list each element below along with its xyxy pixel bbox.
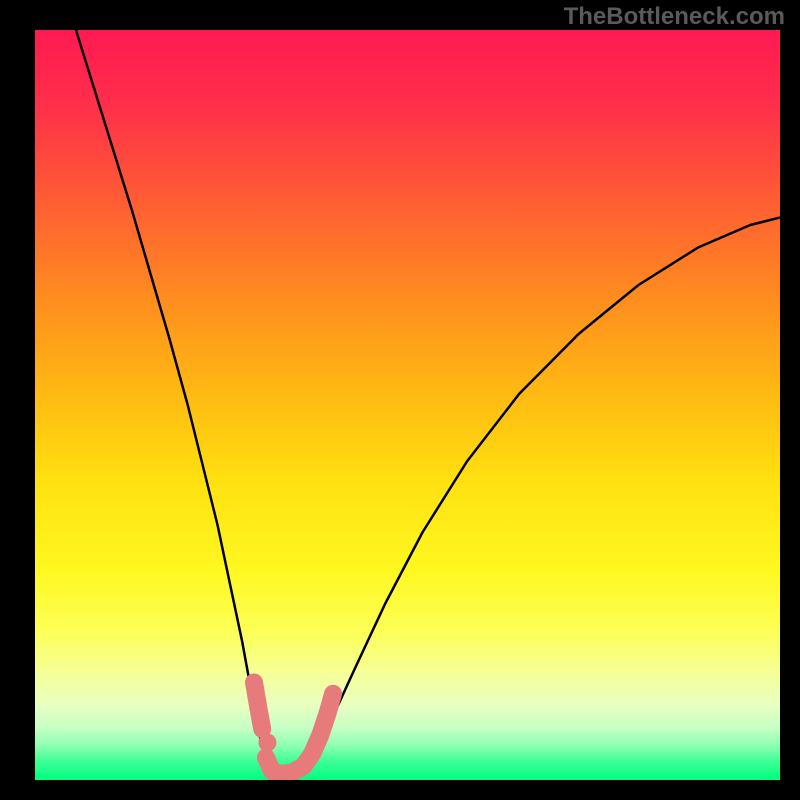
valley-highlight-segment-0	[254, 683, 262, 730]
valley-highlight-dot-0	[258, 734, 276, 752]
chart-frame: TheBottleneck.com	[0, 0, 800, 800]
valley-highlight-segment-1	[266, 694, 333, 774]
plot-svg	[35, 30, 780, 780]
watermark-text: TheBottleneck.com	[564, 3, 785, 31]
plot-area	[35, 30, 780, 780]
bottleneck-curve	[76, 30, 780, 774]
